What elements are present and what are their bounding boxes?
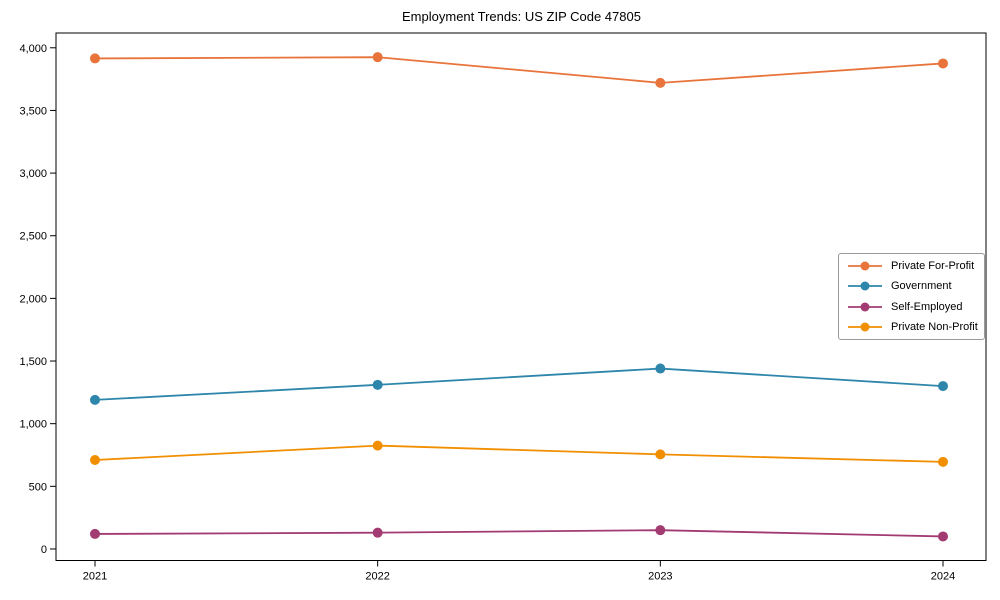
legend-marker-icon [848,261,882,271]
legend-marker-icon [848,281,882,291]
legend-item: Private For-Profit [848,256,980,276]
chart-title: Employment Trends: US ZIP Code 47805 [402,9,641,24]
data-point-marker [655,363,666,374]
data-point-marker [90,528,100,539]
data-point-marker [372,52,383,63]
data-point-marker [372,379,383,390]
y-tick-label: 2,500 [19,231,47,243]
y-tick-label: 4,000 [19,43,47,55]
x-tick-label: 2022 [365,571,389,583]
data-point-marker [938,58,948,69]
series-line [94,529,944,538]
data-point-marker [655,525,666,536]
data-point-marker [90,455,100,466]
y-tick-label: 3,000 [19,168,47,180]
legend-item: Government [848,276,980,296]
x-tick-label: 2024 [931,571,955,583]
legend-label: Self-Employed [891,300,963,313]
series-line [94,367,944,401]
data-point-marker [938,531,948,542]
legend-label: Private For-Profit [891,260,975,273]
data-point-marker [938,456,948,467]
y-tick-label: 1,500 [19,356,47,368]
legend-item: Private Non-Profit [848,317,980,337]
legend-label: Private Non-Profit [891,320,978,333]
y-tick-label: 3,500 [19,105,47,117]
y-tick-label: 0 [41,544,47,556]
data-point-marker [372,527,383,538]
data-point-marker [90,53,100,64]
x-tick-label: 2023 [648,571,672,583]
data-point-marker [655,449,666,460]
legend-label: Government [891,280,952,293]
y-tick-label: 1,000 [19,419,47,431]
y-tick-label: 500 [29,481,47,493]
data-point-marker [372,440,383,451]
x-tick-label: 2021 [83,571,107,583]
series-line [94,444,944,463]
data-point-marker [655,77,666,88]
legend-marker-icon [848,322,882,332]
legend-marker-icon [848,302,882,312]
y-tick-label: 2,000 [19,293,47,305]
data-point-marker [938,381,948,392]
series-line [94,56,944,84]
plot-area [55,32,987,561]
data-point-marker [90,394,100,405]
legend-item: Self-Employed [848,297,980,317]
legend: Private For-Profit Government Self-Employe… [838,253,985,340]
